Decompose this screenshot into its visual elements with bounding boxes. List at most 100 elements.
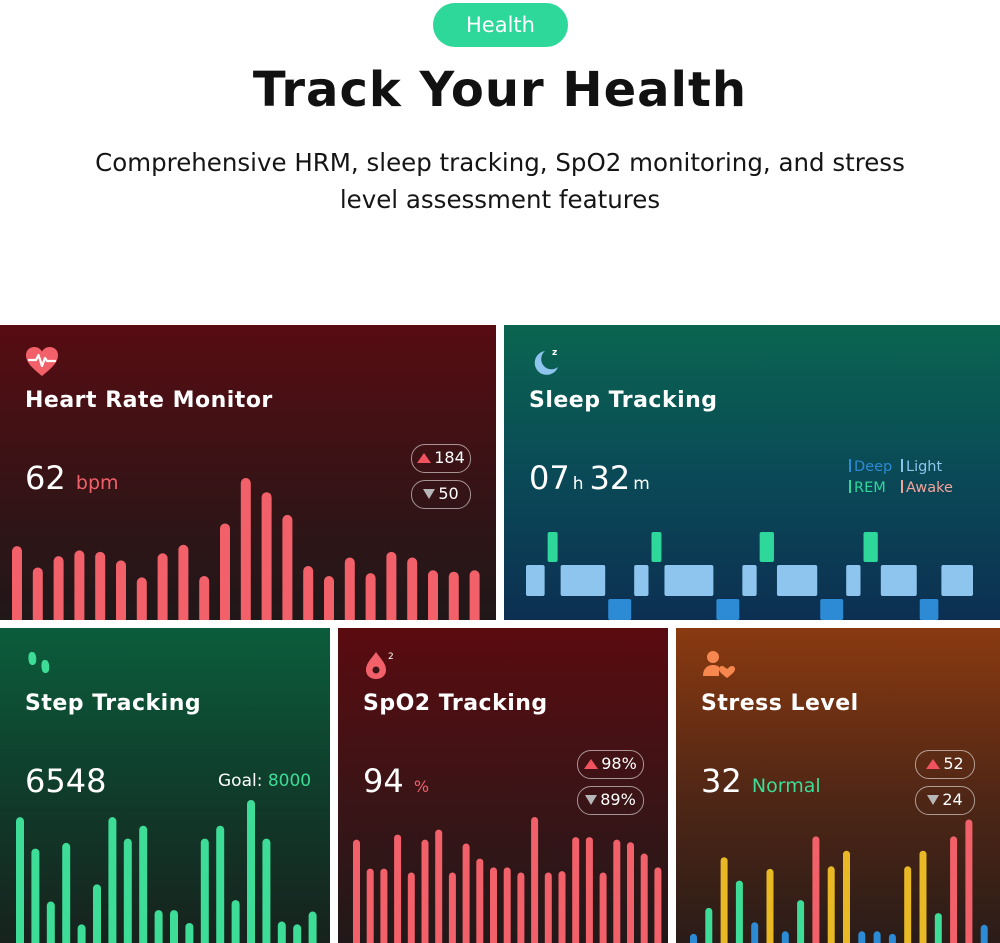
chart-bar xyxy=(751,922,759,943)
chart-bar xyxy=(873,931,881,943)
max-value: 184 xyxy=(434,448,465,467)
sleep-stage-segment xyxy=(526,565,545,596)
legend-label: Awake xyxy=(906,480,953,496)
chart-bar xyxy=(599,872,607,943)
person-heart-icon xyxy=(703,651,735,678)
max-value: 98% xyxy=(601,754,637,773)
arrow-up-icon xyxy=(926,759,941,769)
min-value: 24 xyxy=(942,790,963,809)
legend-deep: Deep xyxy=(849,459,892,475)
hours-unit: h xyxy=(572,474,584,494)
sleep-stage-segment xyxy=(776,565,818,596)
sleep-stage-segment xyxy=(560,565,606,596)
chart-bar xyxy=(108,817,117,943)
chart-bar xyxy=(93,884,101,943)
chart-bar xyxy=(62,842,71,943)
chart-bar xyxy=(344,557,355,620)
chart-bar xyxy=(797,900,805,943)
chart-bar xyxy=(585,837,593,943)
chart-bar xyxy=(858,931,866,943)
spo2-card: 2 SpO2 Tracking 94 % 98% 89% xyxy=(338,628,668,943)
sleep-stage-segment xyxy=(664,565,714,596)
goal-readout: Goal: 8000 xyxy=(218,771,311,791)
chart-bar xyxy=(407,557,418,620)
card-title: Step Tracking xyxy=(25,691,202,716)
arrow-down-icon xyxy=(927,795,940,805)
heart-rate-value: 62 xyxy=(25,459,66,497)
sleep-stage-segment xyxy=(919,599,939,620)
chart-bar xyxy=(407,872,415,943)
legend-label: REM xyxy=(854,480,886,496)
chart-bar xyxy=(12,546,22,620)
heart-rate-bar-chart xyxy=(12,478,480,620)
card-title: Sleep Tracking xyxy=(529,388,718,413)
chart-bar xyxy=(735,880,743,943)
chart-bar xyxy=(77,924,86,943)
card-title: Stress Level xyxy=(701,691,859,716)
chart-bar xyxy=(46,901,55,943)
chart-bar xyxy=(74,550,85,620)
chart-bar xyxy=(247,800,255,943)
min-badge: 50 xyxy=(411,480,471,509)
stress-value: 32 xyxy=(701,762,742,800)
chart-bar xyxy=(16,817,24,943)
legend-light: Light xyxy=(901,459,942,475)
chart-bar xyxy=(705,907,713,943)
spo2-value: 94 xyxy=(363,762,404,800)
sleep-stage-segment xyxy=(742,565,757,596)
sleep-stage-segment xyxy=(608,599,632,620)
chart-bar xyxy=(123,838,132,943)
arrow-up-icon xyxy=(417,453,432,463)
min-badge: 89% xyxy=(577,786,644,815)
sleep-stage-segment xyxy=(846,565,861,596)
sleep-card: z Sleep Tracking 07 h 32 m Deep Light REM A… xyxy=(504,325,1000,620)
chart-bar xyxy=(216,825,225,943)
minutes-unit: m xyxy=(633,474,650,494)
legend-label: Light xyxy=(906,459,943,475)
chart-bar xyxy=(950,836,958,943)
stress-bar-chart xyxy=(690,819,988,943)
legend-swatch xyxy=(901,459,903,472)
sleep-stage-segment xyxy=(716,599,740,620)
chart-bar xyxy=(366,868,374,943)
chart-bar xyxy=(240,478,251,620)
step-bar-chart xyxy=(16,800,317,943)
step-card: Step Tracking 6548 Goal: 8000 xyxy=(0,628,330,943)
chart-bar xyxy=(139,825,148,943)
sleep-stage-segment xyxy=(651,532,662,562)
chart-bar xyxy=(919,850,927,943)
chart-bar xyxy=(116,560,126,620)
spo2-readout: 94 % xyxy=(363,762,429,800)
chart-bar xyxy=(469,570,480,620)
chart-bar xyxy=(170,910,178,943)
health-tag: Health xyxy=(433,3,568,47)
chart-bar xyxy=(827,866,835,943)
chart-bar xyxy=(544,872,552,943)
chart-bar xyxy=(303,566,314,620)
max-badge: 52 xyxy=(915,750,975,779)
card-title: Heart Rate Monitor xyxy=(25,388,273,413)
chart-bar xyxy=(32,567,43,620)
goal-value: 8000 xyxy=(267,771,312,791)
spo2-bar-chart xyxy=(353,817,662,943)
sleep-stage-segment xyxy=(634,565,649,596)
chart-bar xyxy=(503,867,511,943)
chart-bar xyxy=(261,492,272,620)
sleep-stage-chart xyxy=(526,532,973,620)
chart-bar xyxy=(654,867,662,943)
chart-bar xyxy=(386,551,397,620)
chart-bar xyxy=(965,819,973,943)
chart-bar xyxy=(613,839,621,943)
legend-swatch xyxy=(849,459,851,472)
sleep-stage-segment xyxy=(880,565,917,596)
chart-bar xyxy=(766,868,774,943)
chart-bar xyxy=(95,551,106,620)
chart-bar xyxy=(435,829,443,943)
chart-bar xyxy=(843,850,850,943)
chart-bar xyxy=(365,573,376,620)
chart-bar xyxy=(136,577,147,620)
chart-bar xyxy=(394,834,402,943)
sleep-minutes: 32 xyxy=(589,459,631,497)
svg-text:2: 2 xyxy=(388,652,394,662)
chart-bar xyxy=(904,866,912,943)
